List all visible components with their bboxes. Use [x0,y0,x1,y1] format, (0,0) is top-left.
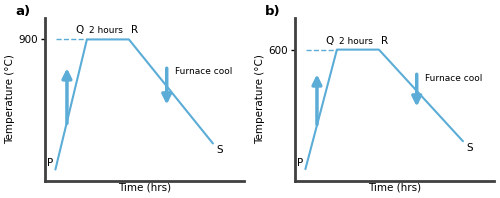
Text: P: P [46,158,53,168]
X-axis label: Time (hrs): Time (hrs) [368,182,421,192]
Text: 2 hours: 2 hours [339,37,373,46]
Text: R: R [381,35,388,46]
Text: Q: Q [326,35,334,46]
Text: a): a) [15,5,30,18]
X-axis label: Time (hrs): Time (hrs) [118,182,171,192]
Text: P: P [296,158,303,168]
Y-axis label: Temperature (°C): Temperature (°C) [6,54,16,144]
Text: R: R [131,25,138,35]
Text: 2 hours: 2 hours [89,26,123,35]
Text: S: S [216,145,222,155]
Text: Q: Q [76,25,84,35]
Text: Furnace cool: Furnace cool [425,74,482,83]
Text: S: S [466,143,472,153]
Y-axis label: Temperature (°C): Temperature (°C) [256,54,266,144]
Text: b): b) [265,5,280,18]
Text: Furnace cool: Furnace cool [175,67,233,76]
